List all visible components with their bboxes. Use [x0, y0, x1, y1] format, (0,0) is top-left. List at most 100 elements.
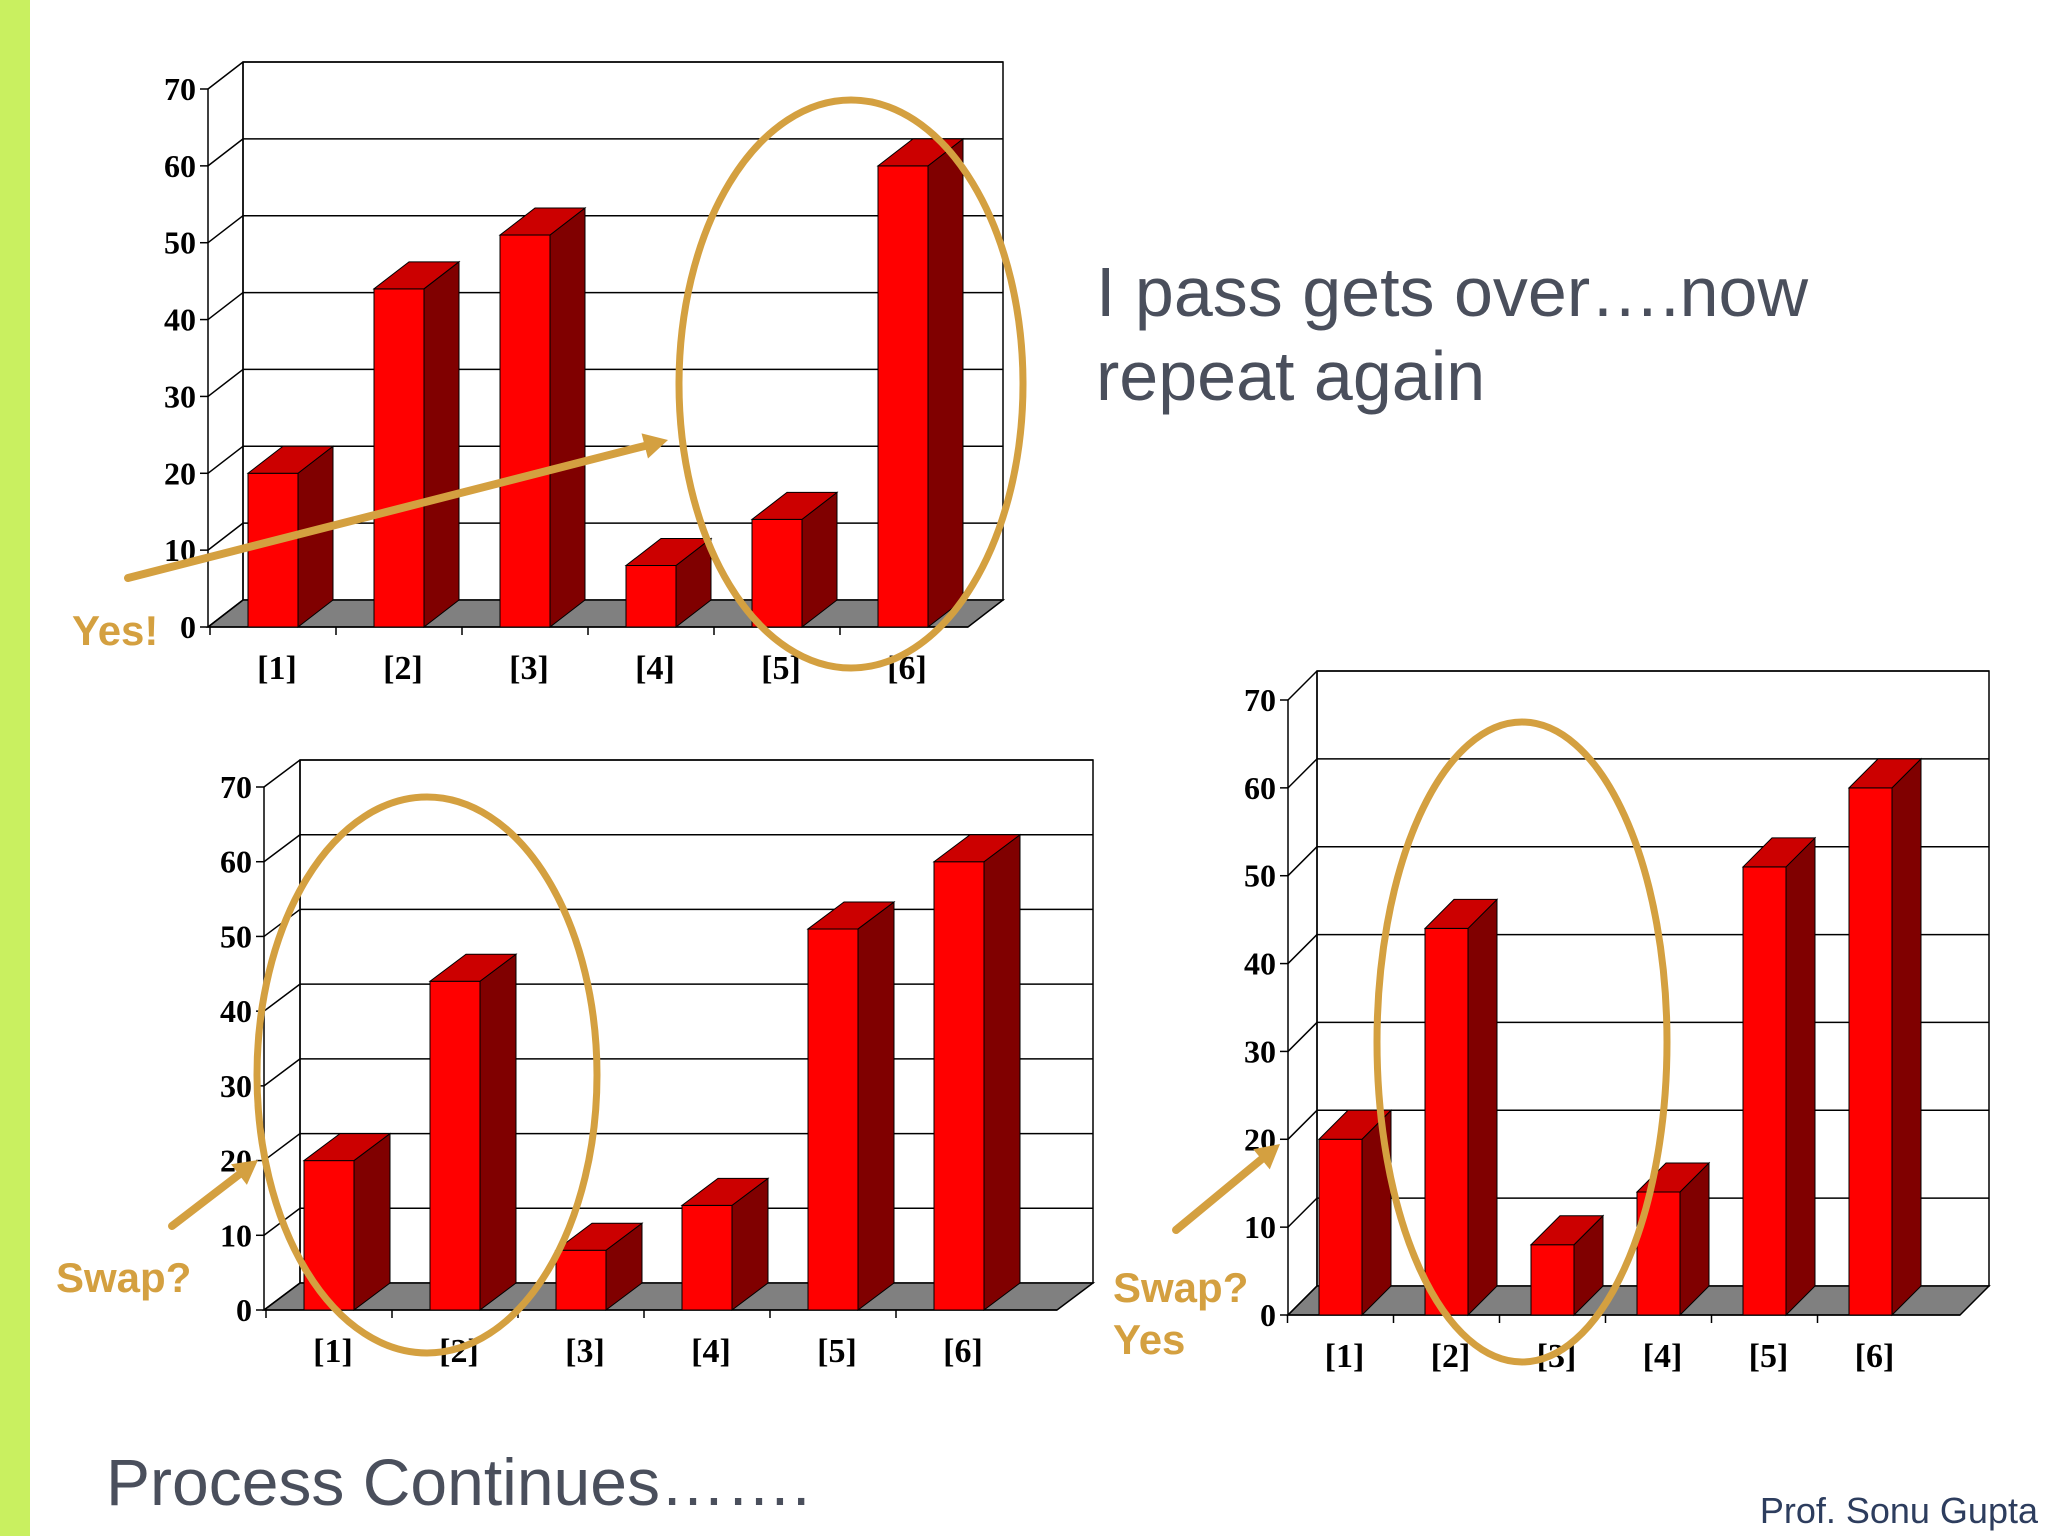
y-tick-label: 40 — [220, 993, 252, 1029]
x-tick-label: [5] — [817, 1333, 857, 1370]
bar-front — [1318, 1138, 1363, 1316]
bar-front — [499, 234, 551, 628]
bar-top — [1529, 1215, 1605, 1246]
bar-top — [806, 901, 896, 930]
y-tick-label: 30 — [1244, 1033, 1276, 1069]
highlight-ellipse-chart2 — [253, 793, 601, 1357]
x-tick-label: [3] — [509, 650, 549, 687]
wall-diagonal — [207, 61, 244, 90]
pass-note-line-1: I pass gets over….now — [1096, 253, 1808, 331]
wall-diagonal — [1287, 758, 1318, 789]
bar-6 — [1847, 757, 1923, 1317]
x-tick-label: [6] — [943, 1333, 983, 1370]
bar-side — [983, 833, 1021, 1311]
highlight-ellipse-chart3 — [1373, 718, 1671, 1366]
bar-top — [1847, 758, 1923, 789]
arrow-chart3 — [1172, 1144, 1280, 1234]
bar-front — [1742, 866, 1787, 1316]
wall-diagonal — [207, 138, 244, 167]
wall-diagonal — [1287, 670, 1318, 701]
accent-bar — [0, 0, 30, 1536]
wall-diagonal — [1287, 1285, 1318, 1316]
arrow-shaft — [124, 441, 649, 582]
y-tick-label: 50 — [164, 225, 196, 261]
y-tick-label: 20 — [164, 455, 196, 491]
bar-1 — [1317, 1109, 1393, 1317]
bar-6 — [876, 137, 965, 629]
bar-top — [1741, 837, 1817, 868]
author-credit: Prof. Sonu Gupta — [1759, 1490, 2038, 1531]
bar-top — [624, 538, 713, 567]
callout-chart3-line-2: Yes — [1113, 1316, 1186, 1363]
bar-3 — [1529, 1214, 1605, 1317]
bar-front — [625, 565, 677, 628]
arrow-chart1 — [124, 433, 668, 582]
x-tick-label: [2] — [383, 650, 423, 687]
callout-chart1: Yes! — [72, 605, 158, 657]
x-tick-label: [4] — [691, 1333, 731, 1370]
bar-2 — [1423, 898, 1499, 1317]
bar-front — [1848, 787, 1893, 1316]
bar-front — [751, 518, 803, 628]
x-tick-label: [3] — [565, 1333, 605, 1370]
arrow-head — [231, 1160, 258, 1185]
bar-side — [479, 953, 517, 1311]
wall-diagonal — [207, 522, 244, 551]
y-tick-label: 30 — [220, 1068, 252, 1104]
arrow-head — [1253, 1144, 1280, 1170]
bar-5 — [750, 491, 839, 629]
bar-top — [750, 491, 839, 520]
bar-5 — [1741, 836, 1817, 1317]
bar-front — [373, 288, 425, 628]
x-tick-label: [1] — [257, 650, 297, 687]
bar-3 — [498, 207, 587, 629]
wall-diagonal — [207, 599, 244, 628]
bar-top — [680, 1177, 770, 1206]
bar-3 — [554, 1222, 644, 1311]
wall-diagonal — [207, 445, 244, 474]
bar-1 — [246, 445, 335, 629]
wall-diagonal — [263, 1282, 301, 1311]
wall-diagonal — [1287, 1197, 1318, 1228]
bar-front — [807, 928, 859, 1311]
wall-diagonal — [1287, 1109, 1318, 1140]
arrow-shaft — [168, 1170, 243, 1230]
x-tick-label: [5] — [1749, 1338, 1789, 1375]
bar-side — [1467, 898, 1498, 1317]
bar-top — [372, 261, 461, 290]
bar-front — [429, 980, 481, 1311]
x-tick-label: [5] — [761, 650, 801, 687]
y-tick-label: 50 — [220, 918, 252, 954]
wall-diagonal — [1287, 1021, 1318, 1052]
bar-2 — [428, 953, 518, 1311]
wall-diagonal — [263, 983, 301, 1012]
y-tick-label: 30 — [164, 378, 196, 414]
wall-diagonal — [1287, 934, 1318, 965]
bar-top — [428, 953, 518, 982]
bar-front — [933, 861, 985, 1311]
bar-top — [246, 445, 335, 474]
bar-top — [498, 207, 587, 236]
y-tick-label: 40 — [1244, 946, 1276, 982]
pass-note: I pass gets over….now repeat again — [1096, 250, 1856, 418]
bar-front — [681, 1204, 733, 1311]
wall-diagonal — [263, 1132, 301, 1162]
x-tick-label: [4] — [635, 650, 675, 687]
x-tick-label: [1] — [313, 1333, 353, 1370]
bar-top — [932, 834, 1022, 863]
y-tick-label: 70 — [164, 71, 196, 107]
bar-side — [857, 900, 895, 1311]
bar-side — [1891, 757, 1922, 1317]
y-tick-label: 0 — [236, 1292, 252, 1328]
y-tick-label: 60 — [164, 148, 196, 184]
bar-4 — [624, 537, 713, 629]
wall-diagonal — [207, 368, 244, 398]
bar-front — [877, 165, 929, 628]
y-tick-label: 70 — [1244, 682, 1276, 718]
y-tick-label: 10 — [220, 1217, 252, 1253]
bar-top — [302, 1133, 392, 1162]
y-tick-label: 0 — [180, 609, 196, 645]
